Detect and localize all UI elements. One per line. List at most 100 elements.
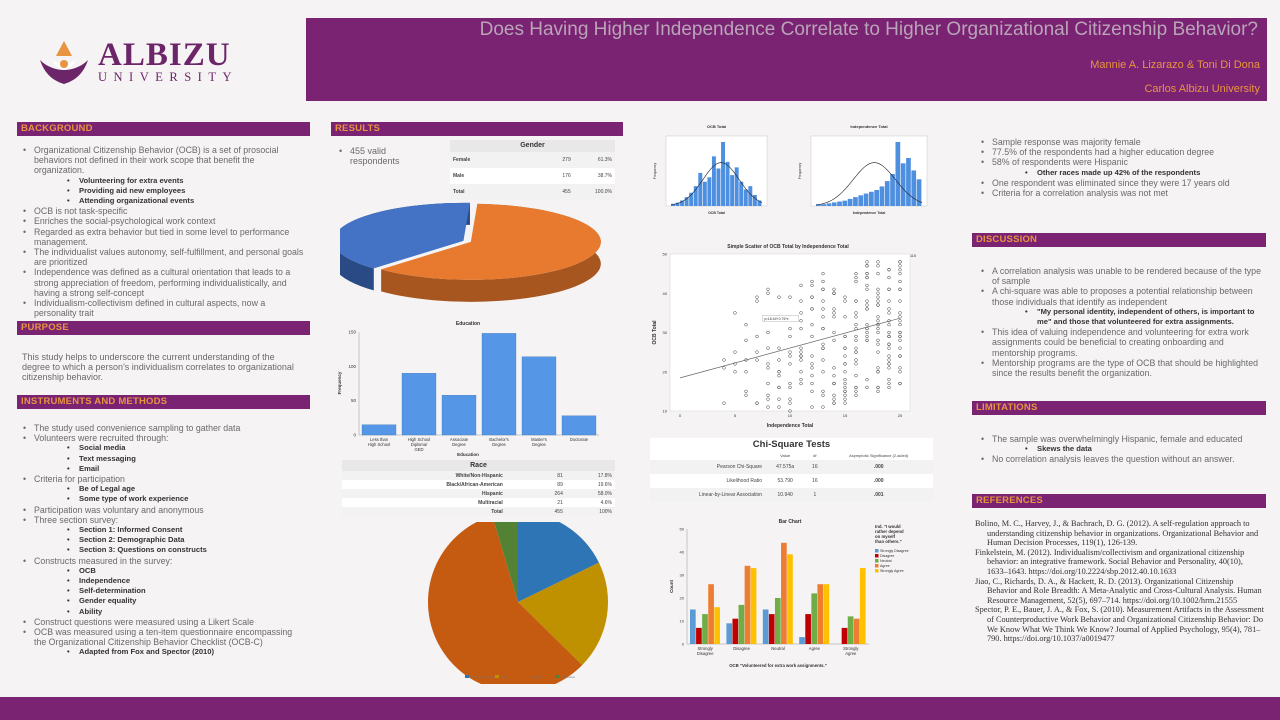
scatter-y-label: OCB Total (652, 320, 658, 345)
scatter-point (887, 354, 891, 358)
ocb-hist-title: OCB Total (707, 124, 726, 129)
ocb-bar-x-tick: Disagree (733, 646, 750, 651)
scatter-point (887, 358, 891, 362)
scatter-point (777, 385, 781, 390)
scatter-point (799, 299, 803, 303)
indep-hist-bar (837, 201, 842, 206)
ocb-bar-x-label: OCB "Volunteered for extra work assignme… (729, 663, 827, 668)
background-item: Volunteering for extra events (20, 176, 305, 186)
education-x-tick: Degree (532, 442, 546, 447)
gender-pie-chart (340, 202, 601, 302)
methods-item: Social media (20, 443, 305, 453)
background-item: Regarded as extra behavior but tied in s… (20, 227, 305, 247)
scatter-x-tick: 0 (679, 413, 682, 418)
methods-item: Section 2: Demographic Data (20, 535, 305, 545)
scatter-point (810, 362, 814, 366)
race-pie-slice (518, 562, 608, 666)
scatter-point (854, 279, 858, 284)
education-chart-title: Education (456, 321, 480, 327)
reference-item: Finkelstein, M. (2012). Individualism/co… (975, 547, 1245, 576)
scatter-point (755, 295, 759, 299)
scatter-point (832, 330, 836, 335)
scatter-point (788, 326, 792, 331)
scatter-point (733, 311, 737, 315)
education-bar (441, 395, 477, 436)
background-item: Organizational Citizenship Behavior (OCB… (20, 145, 305, 176)
gender-cell: 279 (562, 157, 571, 163)
chi-square-cell: 47.575a (776, 464, 795, 470)
scatter-point (821, 346, 825, 350)
chi-square-row: Likelihood Ratio 53.790 16 .000 (650, 474, 933, 488)
gender-cell: 455 (562, 189, 571, 195)
scatter-point (854, 374, 858, 378)
scatter-point (843, 401, 847, 405)
gender-cell: 38.7% (597, 173, 612, 179)
methods-item: Criteria for participation (20, 474, 305, 484)
scatter-y-tick: 10 (663, 409, 668, 414)
background-item: Individualism-collectivism defined in cu… (20, 298, 305, 318)
scatter-point (777, 374, 781, 378)
scatter-point (865, 303, 869, 307)
education-x-label: Education (457, 452, 479, 457)
scatter-point (854, 311, 858, 315)
education-x-tick: Associate (450, 437, 469, 442)
scatter-point (887, 342, 891, 346)
scatter-point (865, 334, 869, 339)
scatter-point (766, 287, 770, 291)
scatter-point (876, 299, 880, 303)
ocb-bar-rect (847, 616, 854, 644)
scatter-point (843, 299, 847, 303)
ocb-bar-x-tick: Agree (845, 651, 857, 656)
education-x-tick: Less than (370, 437, 389, 442)
scatter-point (766, 393, 770, 397)
purpose-text: This study helps to underscore the curre… (22, 352, 294, 383)
ocb-hist-bar (752, 194, 757, 206)
race-cell: 19.6% (597, 481, 612, 488)
methods-item: Gender equality (20, 596, 305, 606)
methods-item: Participation was voluntary and anonymou… (20, 505, 305, 515)
ocb-bar-rect (738, 604, 745, 644)
ocb-bar-rect (805, 614, 811, 644)
ocb-hist-bar (702, 181, 707, 206)
indep-hist-bar (890, 174, 895, 206)
scatter-point (788, 354, 792, 358)
scatter-point (843, 315, 847, 319)
education-y-tick: 0 (353, 433, 356, 438)
scatter-point (843, 381, 847, 386)
ocb-bar-y-tick: 30 (680, 573, 685, 578)
chi-square-header-cell: Asymptotic Significance (2-sided) (849, 453, 909, 458)
indep-hist-bar (847, 198, 853, 206)
scatter-point (777, 358, 781, 362)
scatter-point (898, 271, 902, 276)
scatter-point (766, 381, 770, 386)
scatter-point (843, 393, 847, 397)
scatter-point (887, 307, 891, 311)
ocb-hist-bar (730, 175, 735, 206)
indep-hist-bar (858, 195, 864, 206)
chi-square-cell: 53.790 (777, 478, 793, 484)
scatter-point (755, 299, 759, 303)
scatter-point (788, 401, 792, 405)
scatter-point (854, 393, 858, 397)
race-legend-swatch (555, 675, 559, 678)
scatter-point (755, 401, 759, 405)
gender-table-body: Female 279 61.3% Male 176 38.7% Total 455 100.0% (450, 152, 615, 200)
race-row: Hispanic 264 58.0% (342, 489, 615, 498)
scatter-plot-area (669, 253, 911, 412)
scatter-point (887, 287, 891, 291)
gender-row: Male 176 38.7% (450, 168, 615, 184)
scatter-point (766, 405, 770, 409)
scatter-point (876, 385, 880, 390)
race-cell: 455 (554, 508, 563, 515)
scatter-point (887, 385, 891, 390)
summary-item: One respondent was eliminated since they… (978, 178, 1263, 188)
ocb-bar-x-tick: Agree (809, 646, 821, 651)
ocb-bar-legend-label: Strongly Agree (880, 569, 904, 573)
indep-hist-bar (869, 191, 874, 206)
scatter-point (887, 334, 891, 339)
indep-hist-bar (826, 203, 832, 206)
scatter-point (810, 334, 814, 339)
scatter-point (854, 315, 858, 319)
scatter-point (876, 366, 880, 370)
discussion-heading: DISCUSSION (972, 233, 1266, 247)
